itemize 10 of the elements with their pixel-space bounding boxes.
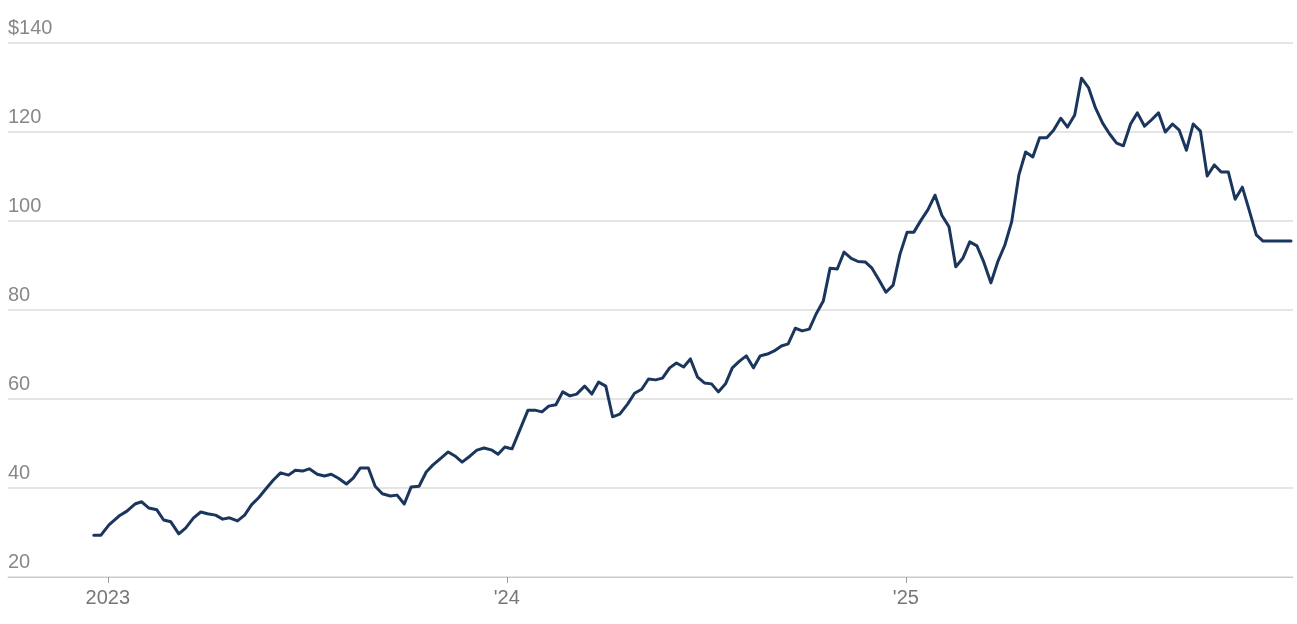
y-tick-label: 80 [8, 283, 31, 305]
x-tick-label: '24 [493, 586, 520, 608]
y-tick-label: 120 [8, 105, 42, 127]
x-tick-label: '25 [892, 586, 919, 608]
x-tick-label: 2023 [85, 586, 131, 608]
y-tick-label: 40 [8, 461, 31, 483]
y-tick-label: 100 [8, 194, 42, 216]
y-tick-label: 60 [8, 372, 31, 394]
y-tick-label: 20 [8, 550, 31, 572]
y-tick-label: $140 [8, 16, 53, 38]
